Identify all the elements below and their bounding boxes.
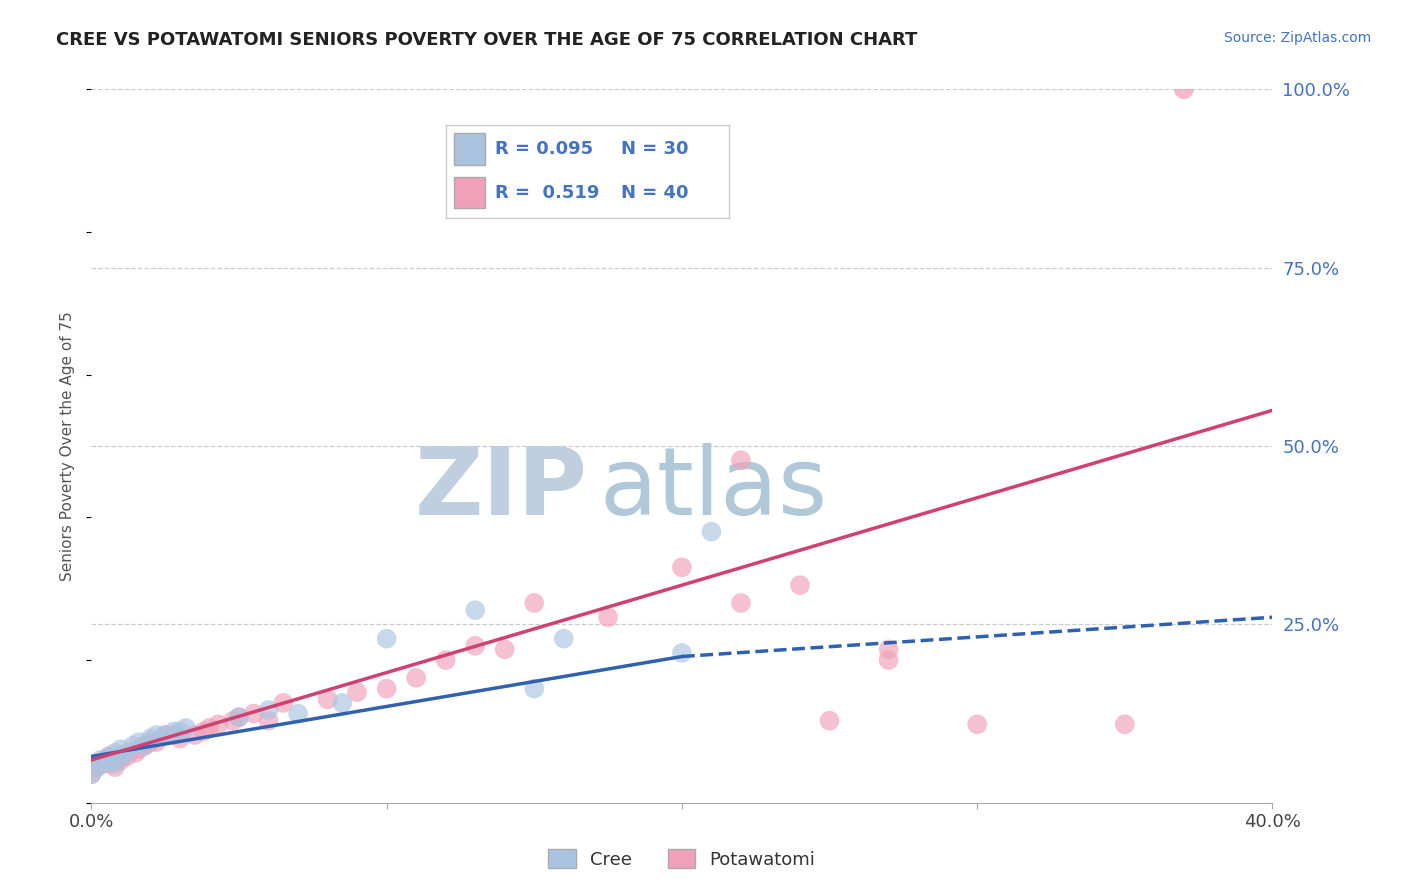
Text: N = 40: N = 40 [621,184,689,202]
Point [163,728,186,742]
Point [174,721,197,735]
Point [134,739,156,753]
Point [257,714,280,728]
Point [86,760,108,774]
Point [80,767,103,781]
Point [134,739,156,753]
Point [145,735,167,749]
Point [124,746,148,760]
Point [96,753,118,767]
Point [287,706,309,721]
Point [553,632,575,646]
FancyBboxPatch shape [454,177,485,209]
Point [80,767,103,781]
Point [183,728,207,742]
Point [169,731,191,746]
Point [128,742,150,756]
Point [169,724,191,739]
Point [96,756,118,771]
Point [139,735,162,749]
Point [257,703,280,717]
Point [193,724,215,739]
Point [877,653,900,667]
Point [332,696,354,710]
Point [104,760,127,774]
Point [700,524,723,539]
Point [464,603,486,617]
Point [198,721,221,735]
Point [228,710,250,724]
Legend: Cree, Potawatomi: Cree, Potawatomi [541,842,823,876]
Point [98,749,121,764]
Point [494,642,516,657]
FancyBboxPatch shape [454,133,485,165]
Point [671,646,693,660]
Point [730,596,752,610]
Point [163,724,186,739]
Text: CREE VS POTAWATOMI SENIORS POVERTY OVER THE AGE OF 75 CORRELATION CHART: CREE VS POTAWATOMI SENIORS POVERTY OVER … [56,31,918,49]
Point [104,746,127,760]
Point [222,714,245,728]
Point [128,735,150,749]
Point [596,610,619,624]
Point [523,681,546,696]
Point [104,756,127,771]
Point [405,671,427,685]
Point [818,714,841,728]
Text: R =  0.519: R = 0.519 [495,184,600,202]
Point [153,728,177,742]
Point [115,746,138,760]
Point [145,728,167,742]
Point [346,685,368,699]
Point [375,681,398,696]
Point [671,560,693,574]
Point [115,749,138,764]
Point [121,739,143,753]
Point [966,717,988,731]
Point [243,706,266,721]
Text: Source: ZipAtlas.com: Source: ZipAtlas.com [1223,31,1371,45]
Point [434,653,457,667]
Point [730,453,752,467]
Point [523,596,546,610]
Text: N = 30: N = 30 [621,140,689,158]
Point [110,749,132,764]
Point [273,696,295,710]
Text: atlas: atlas [599,442,828,535]
Point [464,639,486,653]
Point [207,717,229,731]
Text: R = 0.095: R = 0.095 [495,140,593,158]
Point [153,728,177,742]
Point [89,753,111,767]
Text: ZIP: ZIP [415,442,588,535]
Point [789,578,811,592]
Point [89,756,111,771]
Point [375,632,398,646]
Point [101,756,124,771]
Point [228,710,250,724]
Point [1114,717,1136,731]
Point [877,642,900,657]
Point [1173,82,1195,96]
Point [110,753,132,767]
Point [110,742,132,756]
Y-axis label: Seniors Poverty Over the Age of 75: Seniors Poverty Over the Age of 75 [60,311,76,581]
Point [316,692,339,706]
Point [98,749,121,764]
Point [139,731,162,746]
Point [101,753,124,767]
Point [86,760,108,774]
